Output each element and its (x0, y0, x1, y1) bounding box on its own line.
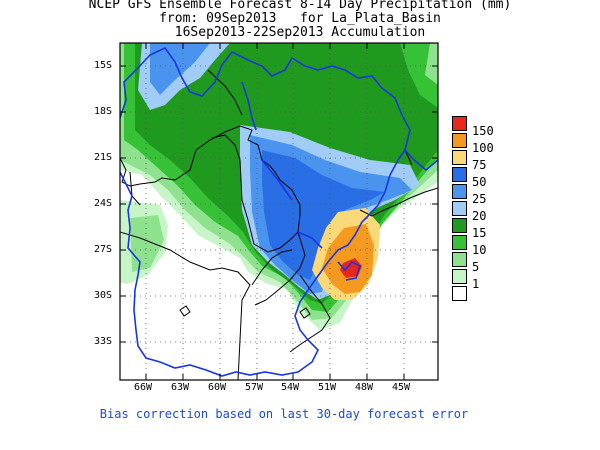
lon-label: 48W (355, 382, 374, 393)
legend-swatch (452, 235, 467, 250)
legend-label: 75 (472, 158, 487, 172)
legend-label: 150 (472, 124, 494, 138)
legend-swatch (452, 184, 467, 199)
la-plata-basin-outline (120, 46, 438, 377)
legend-label: 100 (472, 141, 494, 155)
precip-area-100mm (322, 224, 374, 294)
legend-swatch (452, 269, 467, 284)
precip-area-25mm (150, 43, 210, 95)
legend-label: 50 (472, 175, 487, 189)
precip-area-150mm (340, 258, 362, 278)
axis-ticks (120, 43, 438, 380)
legend-label: 20 (472, 209, 487, 223)
lat-label: 24S (94, 198, 113, 209)
legend-label: 10 (472, 243, 487, 257)
lat-label: 33S (94, 336, 113, 347)
legend-label: 5 (472, 260, 480, 274)
precip-area-50mm (262, 150, 385, 280)
lon-label: 66W (134, 382, 153, 393)
legend-swatch (452, 167, 467, 182)
map-title-line3: 16Sep2013-22Sep2013 Accumulation (174, 25, 426, 40)
lon-label: 54W (281, 382, 300, 393)
country-borders (120, 69, 438, 380)
legend-label: 15 (472, 226, 487, 240)
lon-label: 63W (171, 382, 190, 393)
lat-label: 30S (94, 290, 113, 301)
lon-label: 60W (208, 382, 227, 393)
legend-swatch (452, 201, 467, 216)
lon-label: 57W (245, 382, 264, 393)
lat-label: 18S (94, 106, 113, 117)
lat-label: 15S (94, 60, 113, 71)
lat-lon-grid (120, 43, 438, 380)
precip-area-5mm-west (130, 215, 164, 272)
legend-swatch (452, 133, 467, 148)
legend-label: 25 (472, 192, 487, 206)
legend-swatch (452, 116, 467, 131)
map-title-line1: NCEP GFS Ensemble Forecast 8-14 Day Prec… (88, 0, 512, 12)
legend-swatch (452, 150, 467, 165)
bias-correction-note: Bias correction based on last 30-day for… (99, 407, 469, 421)
legend-swatch (452, 286, 467, 301)
lat-label: 21S (94, 152, 113, 163)
lon-label: 51W (318, 382, 337, 393)
map-frame (119, 42, 439, 381)
lon-label: 45W (392, 382, 411, 393)
legend-label: 1 (472, 277, 480, 291)
legend-swatch (452, 252, 467, 267)
legend-swatch (452, 218, 467, 233)
map-title-line2: from: 09Sep2013 for La_Plata_Basin (159, 11, 441, 26)
lake-outlines (179, 305, 311, 319)
lat-label: 27S (94, 244, 113, 255)
